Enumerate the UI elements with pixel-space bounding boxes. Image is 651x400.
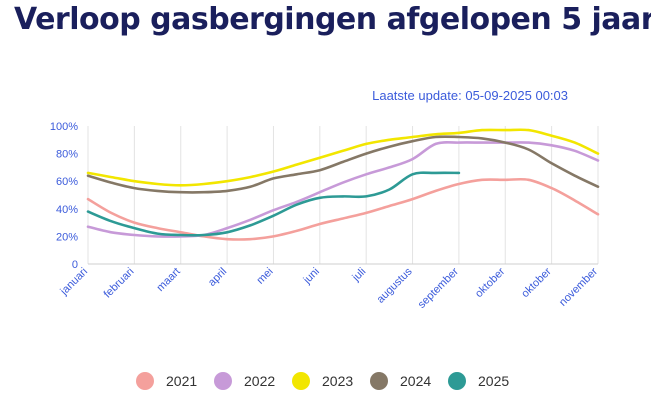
x-tick-label: april [206,266,229,289]
chart-title: Verloop gasbergingen afgelopen 5 jaar [14,2,651,37]
series-line-2025 [86,171,461,237]
legend-label: 2023 [322,373,354,389]
series-line-2022 [86,141,600,238]
y-tick-label: 0 [72,259,78,271]
legend-item-2024[interactable]: 2024 [370,370,431,392]
y-tick-label: 20% [56,231,78,243]
x-tick-label: november [557,265,600,308]
legend-label: 2022 [244,373,276,389]
x-tick-label: oktober [519,265,554,300]
legend-marker-icon [292,372,310,390]
x-tick-label: september [416,265,461,310]
legend-item-2023[interactable]: 2023 [292,370,353,392]
y-tick-label: 60% [56,176,78,188]
series-line-2023 [86,128,600,187]
series-line-2021 [86,177,600,241]
x-tick-label: mei [255,266,276,287]
chart-legend: 2021 2022 2023 2024 2025 [0,370,651,392]
y-tick-label: 100% [50,121,78,133]
legend-item-2022[interactable]: 2022 [214,370,275,392]
legend-item-2021[interactable]: 2021 [136,370,197,392]
legend-marker-icon [448,372,466,390]
x-tick-label: maart [154,266,182,294]
last-update-label: Laatste update: 05-09-2025 00:03 [372,88,568,103]
x-tick-label: juni [301,266,322,287]
legend-marker-icon [214,372,232,390]
x-tick-label: augustus [375,265,415,305]
legend-marker-icon [370,372,388,390]
x-tick-label: oktober [473,265,508,300]
x-tick-label: juli [350,266,369,285]
legend-label: 2021 [166,373,198,389]
legend-marker-icon [136,372,154,390]
legend-label: 2024 [400,373,432,389]
y-tick-label: 40% [56,204,78,216]
y-tick-label: 80% [56,149,78,161]
legend-label: 2025 [478,373,510,389]
legend-item-2025[interactable]: 2025 [448,370,509,392]
x-tick-label: februari [102,266,137,301]
series-line-2024 [86,135,600,194]
